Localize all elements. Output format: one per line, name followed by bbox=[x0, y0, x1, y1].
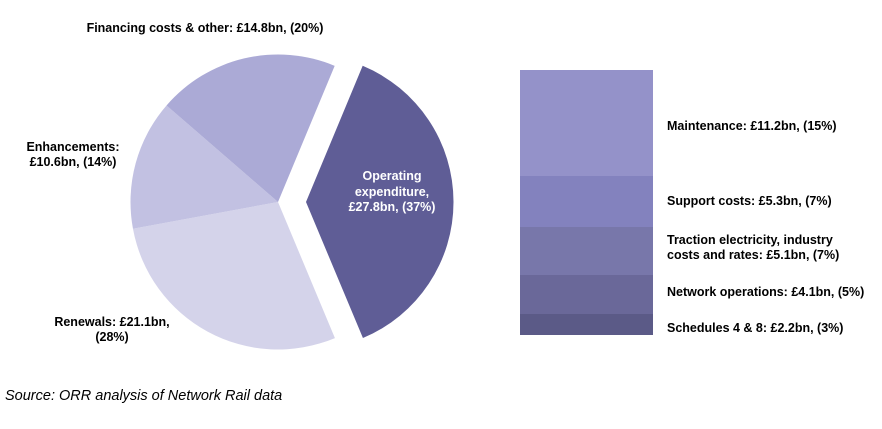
stacked-bar bbox=[520, 70, 653, 335]
bar-label-schedules-4-8: Schedules 4 & 8: £2.2bn, (3%) bbox=[667, 321, 844, 335]
bar-label-traction-electricity: Traction electricity, industry costs and… bbox=[667, 233, 840, 262]
pie-slice-renewals bbox=[132, 202, 335, 350]
source-note: Source: ORR analysis of Network Rail dat… bbox=[5, 388, 283, 404]
pie-label-enhancements: Enhancements: £10.6bn, (14%) bbox=[26, 140, 120, 169]
pie-chart bbox=[130, 54, 454, 350]
pie-label-operating-expenditure: Operating expenditure, £27.8bn, (37%) bbox=[348, 169, 436, 214]
bar-label-network-operations: Network operations: £4.1bn, (5%) bbox=[667, 285, 865, 299]
bar-segment-support-costs bbox=[520, 176, 653, 227]
bar-segment-traction-electricity-industry-costs-rates bbox=[520, 226, 653, 276]
bar-segment-network-operations bbox=[520, 275, 653, 315]
pie-label-financing-costs-other: Financing costs & other: £14.8bn, (20%) bbox=[86, 21, 324, 35]
pie-label-renewals: Renewals: £21.1bn, (28%) bbox=[54, 315, 170, 344]
bar-label-maintenance: Maintenance: £11.2bn, (15%) bbox=[667, 119, 837, 133]
bar-segment-maintenance bbox=[520, 70, 653, 177]
bar-segment-schedules-4-8 bbox=[520, 314, 653, 335]
pie-slice-enhancements bbox=[130, 105, 278, 229]
pie-slice-financing-costs-other bbox=[166, 54, 335, 203]
pie-slice-operating-expenditure bbox=[306, 65, 454, 339]
bar-label-support-costs: Support costs: £5.3bn, (7%) bbox=[667, 194, 832, 208]
